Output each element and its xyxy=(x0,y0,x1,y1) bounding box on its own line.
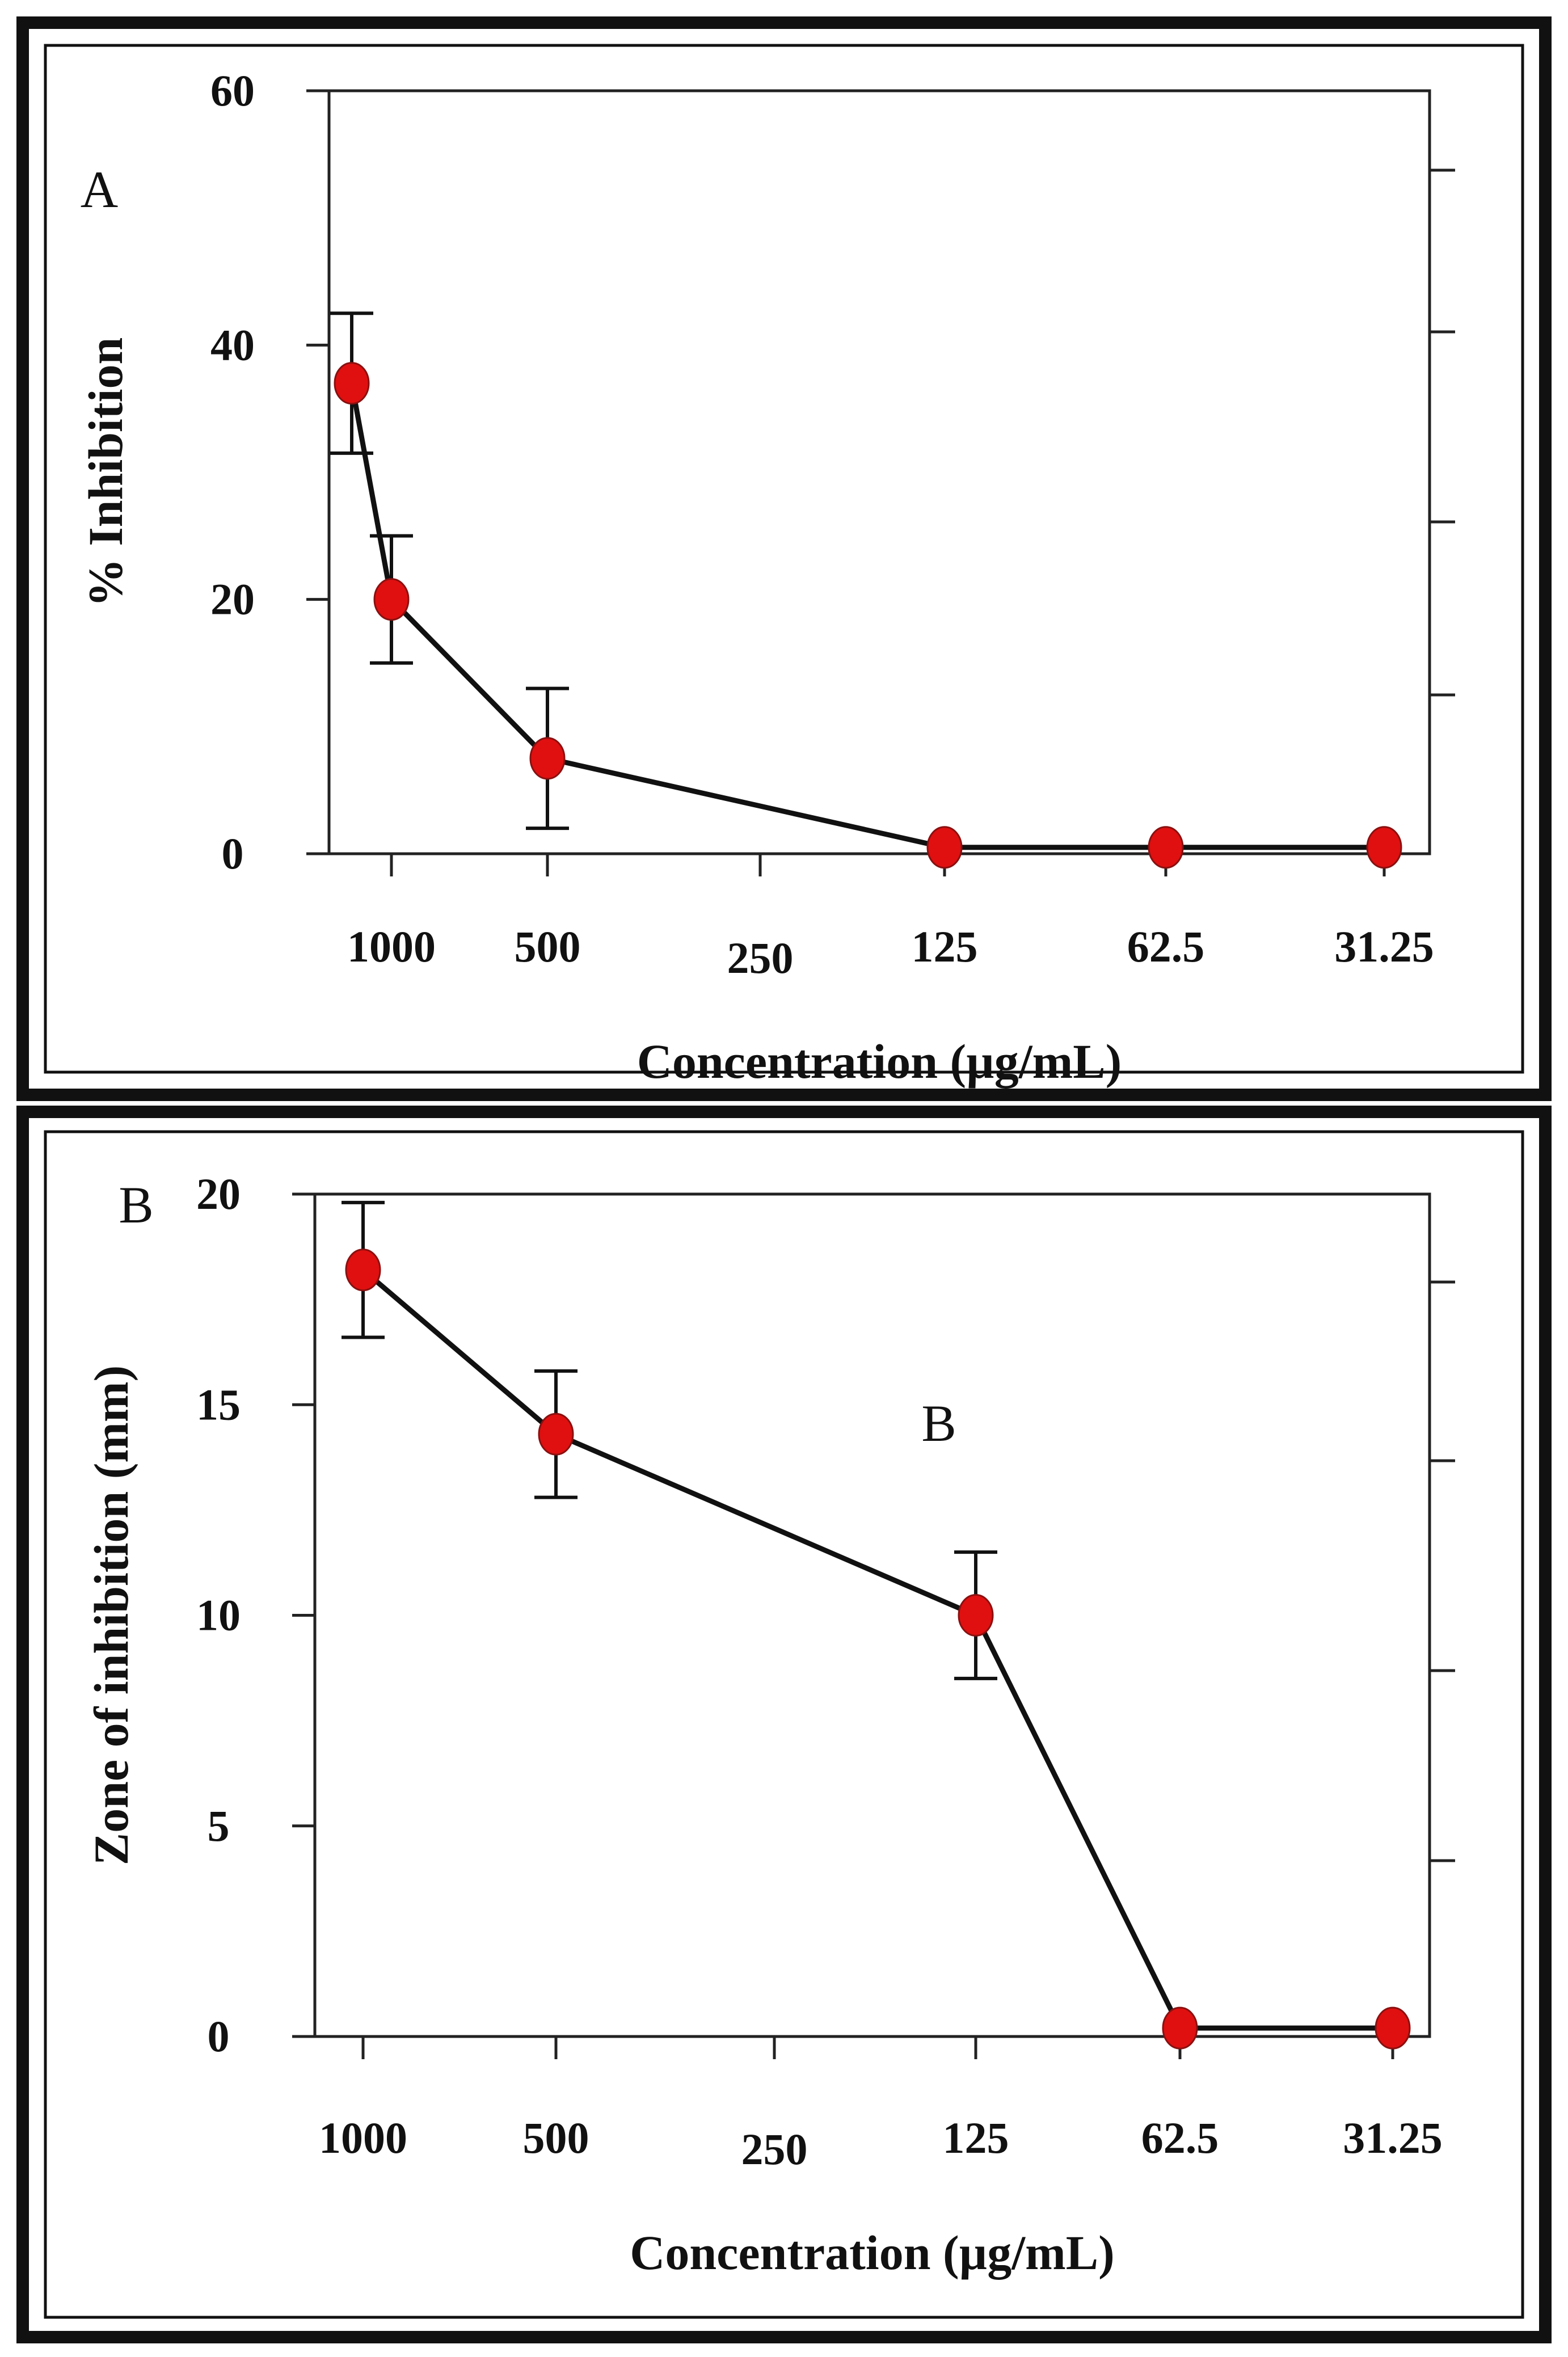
data-point xyxy=(334,362,370,405)
plot-frame xyxy=(313,1192,1431,2038)
x-tick-label: 1000 xyxy=(347,922,436,971)
y-tick-label: 5 xyxy=(208,1801,230,1850)
y-tick-label: 10 xyxy=(196,1591,241,1640)
data-point xyxy=(1162,2006,1198,2050)
x-axis-title: Concentration (µg/mL) xyxy=(630,2225,1115,2280)
panel-label: B xyxy=(119,1176,153,1234)
x-tick-label: 500 xyxy=(523,2113,589,2162)
panel-annotation: B xyxy=(921,1394,956,1452)
frame-panel-a-outer xyxy=(16,16,1552,1101)
x-tick-label: 125 xyxy=(912,922,978,971)
chart-panel-b: 0 5 10 15 20 1000 500 250 125 62.5 31.25 Zone of in… xyxy=(84,1169,1455,2280)
x-tick-label: 250 xyxy=(727,933,794,983)
frame-panel-b-inner xyxy=(44,1130,1524,2319)
series-line xyxy=(349,382,1384,850)
frame-panel-a-inner xyxy=(44,44,1524,1074)
frame-panel-b-outer xyxy=(16,1106,1552,2343)
data-point xyxy=(529,737,566,780)
x-tick-label: 250 xyxy=(741,2124,808,2174)
data-point xyxy=(1375,2006,1411,2050)
x-tick-label: 31.25 xyxy=(1343,2113,1443,2162)
data-point xyxy=(1148,826,1184,869)
data-point xyxy=(373,578,410,621)
series-line xyxy=(361,1268,1393,2031)
y-tick-label: 0 xyxy=(222,829,244,878)
y-tick-label: 20 xyxy=(210,575,255,624)
data-point xyxy=(926,826,963,869)
x-tick-label: 62.5 xyxy=(1127,922,1205,971)
x-tick-label: 125 xyxy=(943,2113,1009,2162)
x-tick-label: 62.5 xyxy=(1141,2113,1219,2162)
y-axis-title: Zone of inhibition (mm) xyxy=(84,1365,138,1866)
y-tick-label: 40 xyxy=(210,320,255,369)
data-point xyxy=(538,1412,574,1456)
x-axis-title: Concentration (µg/mL) xyxy=(637,1034,1122,1089)
y-tick-label: 20 xyxy=(196,1169,241,1218)
y-tick-label: 0 xyxy=(208,2012,230,2061)
data-point xyxy=(345,1249,381,1292)
data-point xyxy=(958,1594,994,1637)
x-tick-label: 1000 xyxy=(319,2113,407,2162)
y-tick-label: 15 xyxy=(196,1380,241,1429)
y-tick-label: 60 xyxy=(210,66,255,115)
plot-frame xyxy=(327,89,1431,855)
x-tick-label: 31.25 xyxy=(1334,922,1434,971)
x-tick-label: 500 xyxy=(515,922,581,971)
data-point xyxy=(1366,826,1402,869)
chart-panel-a: 0 20 40 60 1000 500 250 125 62.5 31.25 % Inhibitio… xyxy=(78,66,1455,1089)
panel-label: A xyxy=(81,161,118,218)
y-axis-title: % Inhibition xyxy=(78,338,133,608)
